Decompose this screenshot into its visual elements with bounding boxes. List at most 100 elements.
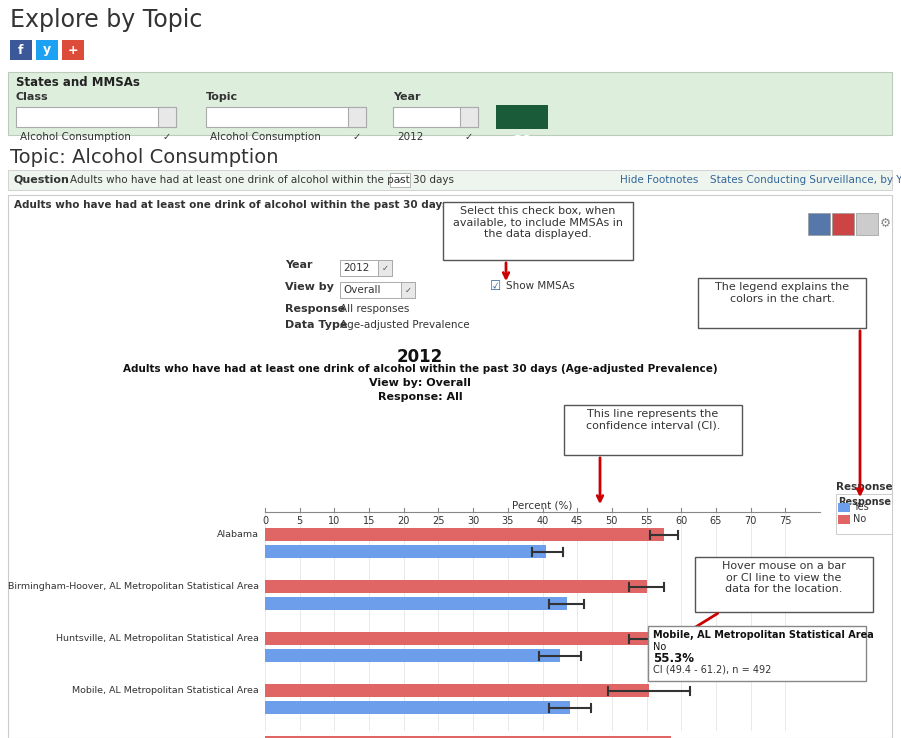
Text: 15: 15 [363,516,375,526]
Bar [265,684,649,697]
Bar [265,545,546,558]
Text: ⚙: ⚙ [879,216,890,230]
Text: 2012: 2012 [396,348,443,366]
Bar [265,701,570,714]
Text: +: + [68,44,78,57]
Bar [62,40,84,60]
Bar [390,173,410,187]
Text: 0: 0 [262,516,268,526]
Text: Select this check box, when
available, to include MMSAs in
the data displayed.: Select this check box, when available, t… [453,206,623,239]
Bar [265,649,560,662]
Text: f: f [18,44,23,57]
Bar [265,580,647,593]
Text: Mobile, AL Metropolitan Statistical Area: Mobile, AL Metropolitan Statistical Area [72,686,259,695]
Text: No: No [853,514,866,524]
Bar [443,202,633,260]
Text: ✓: ✓ [396,176,404,184]
Bar [698,278,866,328]
Text: 50: 50 [605,516,618,526]
Text: Topic: Alcohol Consumption: Topic: Alcohol Consumption [10,148,278,167]
Text: View by: View by [285,282,334,292]
Text: All responses: All responses [340,304,409,314]
Bar [16,107,176,127]
Text: ✓: ✓ [353,132,361,142]
Text: Adults who have had at least one drink of alcohol within the past 30 days: Adults who have had at least one drink o… [14,200,449,210]
Text: ✓: ✓ [381,263,388,272]
Bar [340,260,392,276]
Bar [836,494,892,534]
Text: 65: 65 [710,516,722,526]
Text: Year: Year [393,92,421,102]
Text: Age-adjusted Prevalence: Age-adjusted Prevalence [340,320,469,330]
Bar [265,736,671,738]
Text: 75: 75 [779,516,792,526]
Bar [8,195,892,738]
Text: 2012: 2012 [343,263,369,273]
Text: Mobile, AL Metropolitan Statistical Area: Mobile, AL Metropolitan Statistical Area [653,630,874,640]
Text: Response: All: Response: All [378,392,462,402]
Bar [648,626,866,681]
Text: ✓: ✓ [465,132,473,142]
Bar [564,405,742,455]
Bar [36,40,58,60]
Bar [460,107,478,127]
Text: States Conducting Surveillance, by Year: States Conducting Surveillance, by Year [710,175,901,185]
Text: 20: 20 [397,516,410,526]
Text: Data Type: Data Type [285,320,348,330]
Bar [695,557,873,612]
Text: ✓: ✓ [405,286,412,294]
Text: View by: Overall: View by: Overall [369,378,471,388]
Bar [832,213,854,235]
Text: 2012: 2012 [397,132,423,142]
Text: Adults who have had at least one drink of alcohol within the past 30 days: Adults who have had at least one drink o… [70,175,454,185]
Text: 5: 5 [296,516,303,526]
Bar [838,503,850,512]
Text: Explore by Topic: Explore by Topic [10,8,203,32]
Text: GO: GO [512,134,532,148]
Text: Class: Class [16,92,49,102]
Bar [158,107,176,127]
Text: Alcohol Consumption: Alcohol Consumption [20,132,131,142]
Text: This line represents the
confidence interval (CI).: This line represents the confidence inte… [586,409,720,430]
Text: 40: 40 [536,516,549,526]
Text: 70: 70 [744,516,757,526]
Text: Yes: Yes [853,502,869,512]
Text: CI (49.4 - 61.2), n = 492: CI (49.4 - 61.2), n = 492 [653,665,771,675]
Text: Question: Question [14,175,70,185]
Text: The legend explains the
colors in the chart.: The legend explains the colors in the ch… [714,282,849,303]
Text: 60: 60 [675,516,687,526]
Text: ✓: ✓ [163,132,171,142]
Bar [401,282,415,298]
Text: Hover mouse on a bar
or CI line to view the
data for the location.: Hover mouse on a bar or CI line to view … [722,561,846,594]
Bar [265,597,567,610]
Text: y: y [43,44,51,57]
Text: Adults who have had at least one drink of alcohol within the past 30 days (Age-a: Adults who have had at least one drink o… [123,364,717,374]
Text: Huntsville, AL Metropolitan Statistical Area: Huntsville, AL Metropolitan Statistical … [56,634,259,643]
Text: 45: 45 [571,516,583,526]
Text: 55.3%: 55.3% [653,652,694,665]
Text: No: No [653,642,666,652]
Text: Hide Footnotes: Hide Footnotes [620,175,698,185]
Text: 55: 55 [641,516,653,526]
Text: Response: Response [285,304,345,314]
Text: Show MMSAs: Show MMSAs [506,281,575,291]
Bar [265,632,653,645]
Text: 25: 25 [432,516,445,526]
Text: Percent (%): Percent (%) [513,500,573,510]
Bar [348,107,366,127]
Text: Topic: Topic [206,92,238,102]
Bar [393,107,478,127]
Bar [808,213,830,235]
Bar [206,107,366,127]
Text: 35: 35 [502,516,514,526]
Text: ☑: ☑ [490,280,501,292]
Text: 10: 10 [328,516,341,526]
Text: Response: Response [838,497,891,507]
Bar [496,105,548,129]
Text: Overall: Overall [343,285,380,295]
Text: Response: Response [836,482,892,492]
Bar [8,170,892,190]
Bar [838,515,850,524]
Bar [340,282,415,298]
Bar [8,72,892,135]
